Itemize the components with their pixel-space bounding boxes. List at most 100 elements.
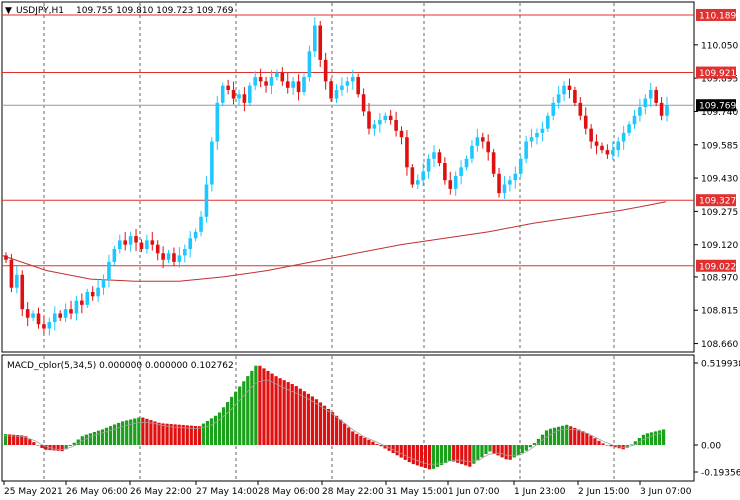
macd-bar-34	[141, 417, 145, 445]
macd-bar-74	[302, 391, 306, 445]
macd-bar-105	[427, 445, 432, 470]
macd-bar-138	[561, 425, 565, 445]
candle-body-24	[134, 236, 138, 243]
macd-bar-116	[472, 445, 476, 464]
macd-bar-91	[371, 441, 375, 445]
candle-body-89	[486, 141, 491, 153]
macd-bar-122	[496, 445, 500, 456]
candle-body-25	[139, 242, 144, 249]
symbol-label: USDJPY,H1	[16, 6, 64, 16]
macd-bar-83	[339, 419, 343, 445]
candle-body-56	[307, 51, 312, 78]
macd-bar-141	[573, 427, 577, 445]
macd-bar-37	[153, 421, 157, 445]
candle-body-112	[611, 150, 615, 155]
macd-bar-39	[161, 423, 165, 445]
price-tick-label-0: 110.050	[701, 41, 738, 51]
candle-body-38	[210, 141, 214, 185]
candle-body-101	[551, 102, 556, 116]
macd-bar-24	[100, 429, 105, 445]
macd-bar-97	[395, 445, 399, 456]
macd-bar-76	[310, 396, 315, 445]
symbol-dropdown-icon[interactable]: ▼	[5, 6, 12, 16]
candle-body-21	[117, 240, 122, 249]
macd-bar-52	[213, 415, 218, 445]
candle-body-122	[665, 105, 669, 116]
macd-bar-21	[88, 433, 92, 445]
macd-bar-10	[44, 445, 48, 450]
candle-body-95	[518, 158, 523, 174]
candle-body-31	[172, 253, 176, 262]
candle-body-30	[166, 253, 171, 260]
macd-bar-26	[108, 426, 113, 445]
macd-bar-142	[577, 429, 581, 445]
macd-bar-130	[528, 445, 532, 448]
macd-panel[interactable]	[1, 354, 695, 482]
candle-body-120	[654, 89, 658, 103]
macd-bar-131	[532, 443, 537, 445]
macd-bar-54	[221, 407, 226, 445]
macd-bar-114	[464, 445, 468, 466]
candle-body-41	[226, 85, 230, 90]
macd-bar-7	[32, 442, 36, 445]
candle-body-84	[459, 167, 463, 176]
candle-body-82	[448, 180, 453, 189]
macd-bar-29	[121, 421, 125, 445]
macd-bar-159	[645, 433, 650, 445]
candle-body-35	[193, 231, 198, 239]
macd-bar-40	[165, 423, 169, 445]
candle-body-83	[453, 175, 458, 189]
candle-body-39	[215, 102, 220, 142]
macd-bar-98	[399, 445, 403, 458]
macd-bar-46	[189, 425, 193, 445]
macd-bar-48	[197, 426, 201, 445]
macd-bar-146	[593, 438, 597, 445]
macd-bar-42	[173, 424, 177, 445]
macd-bar-104	[423, 445, 428, 469]
macd-bar-126	[512, 445, 516, 458]
macd-bar-108	[439, 445, 444, 465]
candle-body-100	[546, 115, 550, 129]
macd-bar-140	[569, 426, 573, 445]
candle-body-121	[659, 102, 664, 116]
candle-body-60	[329, 81, 333, 99]
candle-body-53	[291, 81, 295, 88]
macd-bar-49	[201, 423, 206, 445]
macd-bar-118	[480, 445, 484, 458]
macd-bar-87	[355, 433, 359, 445]
time-tick-label-0: 25 May 2021	[4, 487, 63, 497]
macd-bar-58	[238, 386, 242, 445]
horizontal-levels[interactable]	[2, 14, 694, 267]
candle-body-32	[177, 255, 182, 262]
macd-bar-128	[520, 445, 524, 453]
candle-body-119	[648, 89, 653, 99]
macd-axis: 0.519938 0.00 -0.193564	[694, 360, 740, 479]
candle-body-65	[356, 77, 360, 95]
macd-bar-135	[548, 428, 553, 445]
candle-body-111	[605, 150, 610, 155]
candle-body-97	[529, 137, 534, 142]
macd-bar-94	[383, 445, 387, 449]
macd-bar-137	[557, 426, 561, 445]
candle-body-28	[155, 244, 160, 254]
macd-bar-63	[258, 365, 262, 445]
candle-body-1	[9, 259, 14, 288]
price-panel[interactable]	[1, 1, 695, 353]
macd-bar-25	[104, 427, 109, 445]
candle-body-63	[345, 81, 350, 86]
candle-body-23	[128, 236, 133, 245]
price-tick-label-6: 109.120	[701, 241, 738, 251]
candle-body-45	[248, 85, 252, 103]
macd-bar-43	[177, 424, 181, 445]
candle-body-85	[464, 158, 469, 168]
candle-body-99	[540, 128, 545, 133]
candle-body-20	[112, 248, 117, 262]
macd-bar-160	[649, 432, 654, 445]
candle-body-44	[242, 94, 247, 103]
macd-bar-90	[367, 439, 371, 445]
macd-bar-50	[205, 420, 210, 445]
time-tick-label-10: 3 Jun 07:00	[640, 487, 692, 497]
macd-bar-93	[379, 445, 383, 447]
macd-bar-163	[661, 429, 666, 445]
